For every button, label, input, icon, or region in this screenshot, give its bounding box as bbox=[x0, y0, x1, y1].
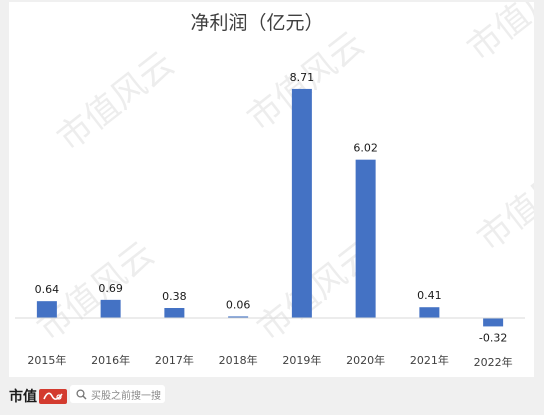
x-tick-label-2: 2017年 bbox=[155, 353, 194, 367]
brand-logo[interactable]: 市值 bbox=[9, 386, 67, 406]
brand-logo-mark bbox=[43, 392, 63, 400]
data-label-4: 8.71 bbox=[290, 71, 315, 84]
brand-text: 市值 bbox=[9, 389, 37, 405]
bar-7 bbox=[483, 318, 504, 327]
data-label-3: 0.06 bbox=[226, 298, 251, 311]
bar-0 bbox=[36, 301, 57, 318]
brand-logo-badge bbox=[39, 388, 67, 404]
data-label-1: 0.69 bbox=[98, 282, 123, 295]
chart-title: 净利润（亿元） bbox=[190, 12, 323, 34]
bar-4 bbox=[291, 88, 312, 318]
data-label-5: 6.02 bbox=[353, 142, 378, 155]
x-tick-label-0: 2015年 bbox=[27, 353, 66, 367]
x-tick-label-5: 2020年 bbox=[346, 353, 385, 367]
data-label-7: -0.32 bbox=[479, 331, 507, 344]
watermark-text-2: 市值风云 bbox=[460, 2, 534, 69]
data-label-6: 0.41 bbox=[417, 289, 442, 302]
x-tick-label-6: 2021年 bbox=[410, 353, 449, 367]
bar-5 bbox=[355, 159, 376, 318]
search-icon bbox=[76, 388, 87, 399]
bar-6 bbox=[419, 307, 440, 318]
bar-1 bbox=[100, 299, 121, 318]
bar-2 bbox=[164, 308, 185, 318]
footer: 市值 买股之前搜一搜 bbox=[0, 377, 544, 415]
x-tick-label-4: 2019年 bbox=[282, 353, 321, 367]
bars: 0.64 2015年 0.69 2016年 0.38 2017年 0.06 2018年 8.71… bbox=[27, 71, 512, 369]
watermark-text-0: 市值风云 bbox=[50, 44, 182, 159]
chart-card: 市值风云 市值风云 市值风云 市值风云 市值风云 市值风云 净利润（亿元） 0.64 201… bbox=[9, 2, 534, 377]
x-tick-label-7: 2022年 bbox=[474, 355, 513, 369]
x-tick-label-3: 2018年 bbox=[219, 353, 258, 367]
x-tick-label-1: 2016年 bbox=[91, 353, 130, 367]
data-label-0: 0.64 bbox=[35, 283, 60, 296]
data-label-2: 0.38 bbox=[162, 290, 187, 303]
search-placeholder: 买股之前搜一搜 bbox=[91, 390, 161, 402]
bar-3 bbox=[228, 316, 249, 318]
watermark-text-5: 市值风云 bbox=[470, 144, 534, 259]
search-input[interactable]: 买股之前搜一搜 bbox=[70, 385, 165, 403]
